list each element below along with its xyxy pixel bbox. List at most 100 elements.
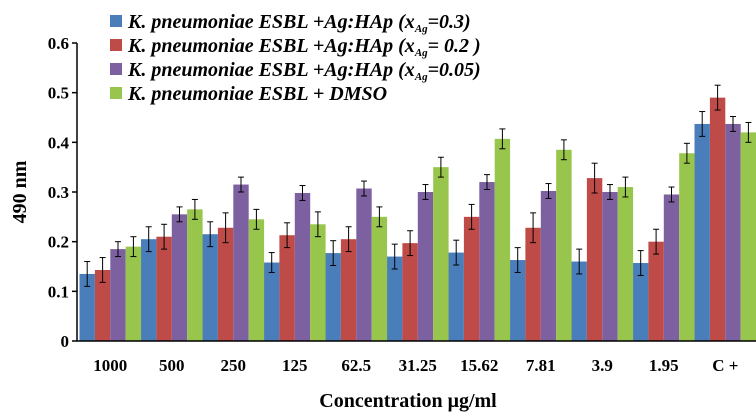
y-tick-label: 0	[61, 332, 70, 351]
bar-series2-1_95	[648, 241, 664, 341]
bar-series3-250	[233, 184, 249, 341]
error-bar-series4-62_5	[376, 206, 383, 228]
legend-swatch	[110, 39, 122, 51]
bar-series4-1_95	[679, 153, 695, 341]
bar-series3-125	[294, 192, 311, 341]
error-bar-series1-7_81	[514, 247, 521, 273]
x-tick-label: 125	[282, 356, 308, 375]
bar-series4-15_62	[494, 138, 511, 341]
y-axis-title: 490 nm	[9, 160, 31, 223]
bar-series2-125	[279, 235, 295, 341]
legend-swatch	[110, 63, 122, 75]
bar-series3-1000	[110, 249, 126, 341]
bar-series3-3_9	[602, 192, 618, 341]
bar-series4-500	[187, 209, 203, 341]
bar-series4-250	[248, 219, 265, 341]
x-tick-label: 250	[221, 356, 247, 375]
error-bar-series3-15_62	[484, 174, 490, 191]
x-tick-label: 500	[159, 356, 185, 375]
error-bar-series2-1000	[99, 257, 106, 283]
y-tick-label: 0.5	[48, 84, 69, 103]
bar-series4-1000	[125, 246, 142, 341]
bar-series4-7_81	[556, 149, 572, 341]
legend: K. pneumoniae ESBL +Ag:HAp (xAg=0.3) K. p…	[110, 11, 481, 105]
legend-swatch	[110, 15, 122, 27]
error-bar-series2-C_	[714, 84, 721, 111]
error-bar-series2-125	[284, 222, 291, 249]
error-bar-series2-15_62	[468, 203, 475, 230]
legend-label: K. pneumoniae ESBL + DMSO	[127, 83, 387, 105]
error-bar-series4-1_95	[683, 142, 690, 164]
error-bar-series4-125	[314, 211, 321, 238]
bar-series3-62_5	[356, 188, 372, 341]
bar-series3-15_62	[479, 182, 495, 341]
error-bar-series4-1000	[130, 236, 137, 258]
bar-series1-250	[202, 234, 218, 341]
error-bar-series2-500	[161, 223, 168, 250]
error-bar-series1-15_62	[453, 239, 460, 266]
error-bar-series1-500	[145, 226, 152, 253]
legend-item-series1: K. pneumoniae ESBL +Ag:HAp (xAg=0.3)	[110, 11, 471, 35]
bar-series2-7_81	[525, 227, 541, 341]
error-bar-series4-250	[253, 208, 260, 230]
error-bar-series3-1_95	[668, 186, 675, 203]
x-tick-label: 7.81	[526, 356, 556, 375]
error-bar-series1-125	[268, 252, 275, 273]
error-bar-series3-1000	[115, 241, 121, 258]
bar-series3-7_81	[540, 191, 557, 341]
bar-series2-500	[156, 236, 172, 341]
legend-swatch	[110, 87, 122, 99]
error-bar-series1-C_	[699, 111, 706, 137]
bar-series1-7_81	[510, 260, 526, 341]
error-bar-series4-500	[191, 198, 198, 220]
bar-series1-C_	[694, 123, 710, 341]
bar-series2-15_62	[463, 216, 480, 341]
error-bar-series4-31_25	[437, 156, 444, 178]
bar-series4-125	[310, 224, 326, 341]
x-tick-label: 62.5	[341, 356, 371, 375]
error-bar-series1-31_25	[391, 243, 398, 270]
error-bar-series1-1000	[84, 261, 91, 287]
x-tick-label: 3.9	[592, 356, 613, 375]
bar-series2-31_25	[402, 243, 418, 341]
error-bar-series4-15_62	[499, 128, 506, 150]
error-bar-series1-1_95	[637, 250, 644, 276]
error-bar-series3-3_9	[607, 184, 613, 200]
error-bar-series4-C_	[745, 121, 752, 143]
error-bar-series1-62_5	[330, 240, 337, 267]
bar-series2-C_	[709, 97, 726, 341]
error-bar-series2-3_9	[591, 162, 598, 194]
legend-item-series3: K. pneumoniae ESBL +Ag:HAp (xAg=0.05)	[110, 59, 481, 83]
error-bar-series2-7_81	[530, 212, 537, 244]
legend-label: K. pneumoniae ESBL +Ag:HAp (xAg=0.05)	[127, 59, 481, 83]
error-bar-series2-250	[222, 212, 229, 244]
error-bar-series2-1_95	[653, 228, 660, 255]
error-bar-series3-500	[176, 206, 183, 223]
bar-series1-3_9	[571, 261, 587, 341]
error-bar-series2-62_5	[345, 226, 352, 253]
axes: 0 0.1 0.2 0.3 0.4 0.5 0.6 1000 500 250 125 62.5 31.2…	[48, 34, 756, 375]
x-tick-label: 31.25	[399, 356, 437, 375]
bar-series1-31_25	[387, 256, 403, 341]
bar-series4-C_	[740, 132, 756, 341]
bar-series2-250	[217, 227, 234, 341]
bar-series1-500	[141, 239, 157, 341]
bar-series1-1_95	[633, 263, 649, 341]
error-bar-series3-125	[299, 185, 306, 201]
bar-series4-62_5	[371, 216, 388, 341]
error-bar-series3-7_81	[545, 183, 552, 199]
legend-label: K. pneumoniae ESBL +Ag:HAp (xAg=0.3)	[127, 11, 471, 35]
x-axis-title: Concentration μg/ml	[319, 390, 497, 412]
error-bar-series1-3_9	[576, 248, 583, 275]
x-tick-label: C +	[712, 356, 738, 375]
y-tick-label: 0.3	[48, 183, 69, 202]
bar-series3-1_95	[663, 194, 680, 341]
y-tick-label: 0.1	[48, 282, 69, 301]
y-tick-label: 0.4	[48, 133, 70, 152]
bar-series2-62_5	[340, 239, 357, 341]
bar-series3-C_	[725, 123, 741, 341]
error-bar-series3-31_25	[422, 184, 429, 200]
y-tick-label: 0.6	[48, 34, 69, 53]
error-bar-series1-250	[207, 221, 214, 248]
